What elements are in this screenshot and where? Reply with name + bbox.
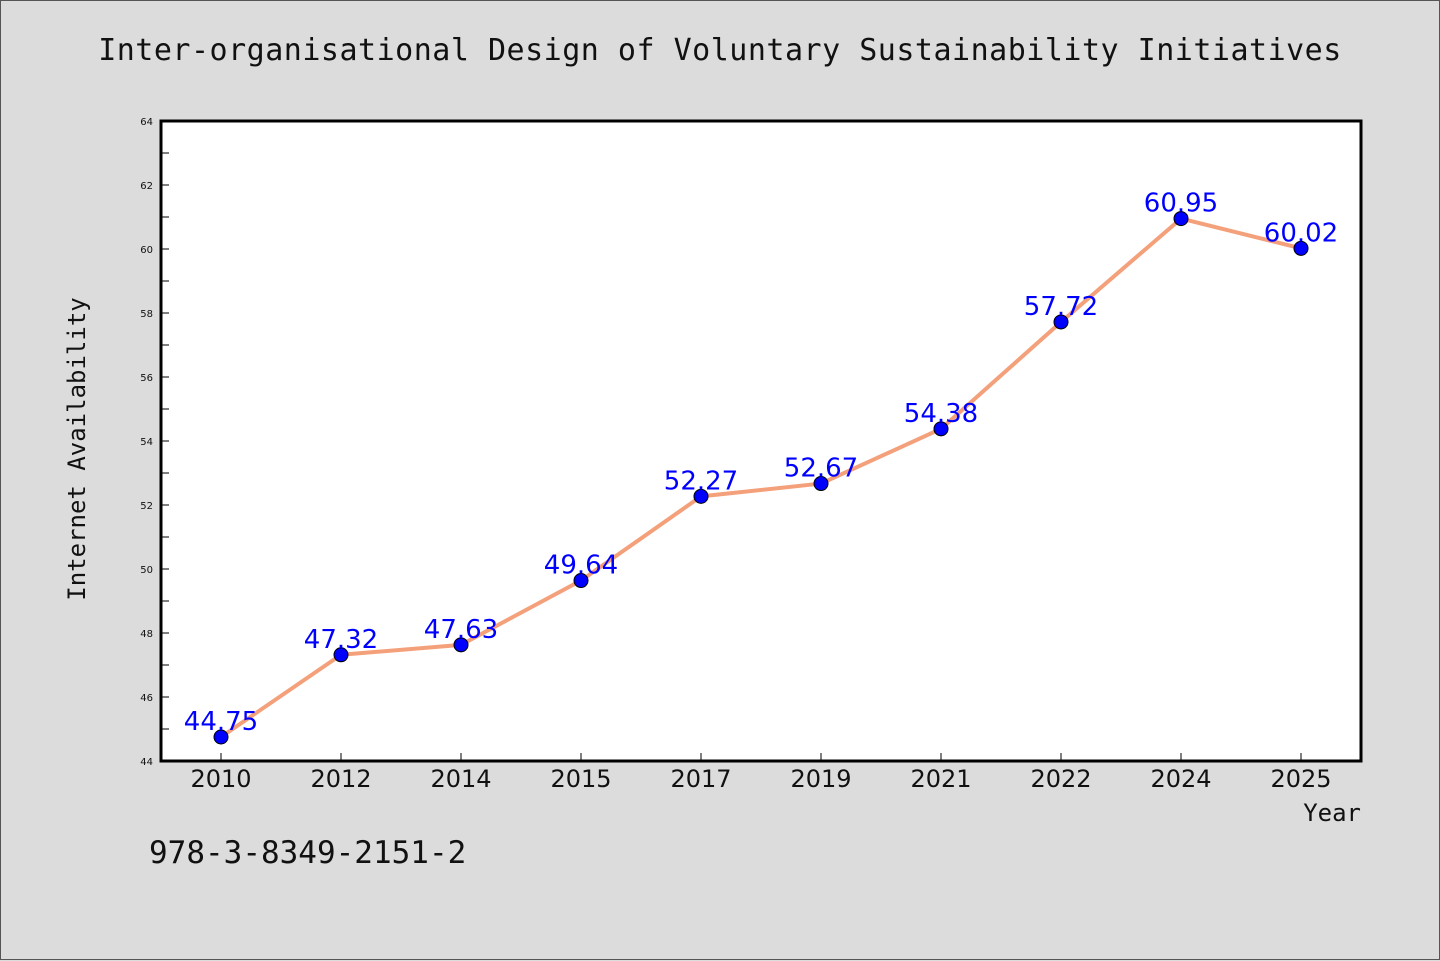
data-point [1173,211,1189,227]
chart-title: Inter-organisational Design of Voluntary… [98,33,1342,68]
x-tick-label: 2025 [1270,765,1331,793]
data-point [1293,240,1309,256]
data-label: 52.67 [784,454,858,484]
y-tick-label: 46 [140,693,153,704]
y-tick-label: 60 [140,245,153,256]
data-point [573,573,589,589]
x-tick-label: 2015 [550,765,611,793]
y-tick-label: 58 [140,309,153,320]
data-point [933,421,949,437]
data-label: 57.72 [1024,292,1098,322]
series-line [219,216,1302,739]
data-label: 60.02 [1264,218,1338,248]
x-axis-label: Year [1303,799,1361,827]
data-point [693,488,709,504]
data-label: 52.27 [664,466,738,496]
x-tick-label: 2017 [670,765,731,793]
data-point [333,647,349,663]
x-tick-label: 2024 [1150,765,1211,793]
data-label: 54.38 [904,399,978,429]
y-tick-label: 44 [140,757,153,768]
y-tick-label: 64 [140,117,153,128]
data-label: 44.75 [184,707,258,737]
data-point [1053,314,1069,330]
y-tick-label: 54 [140,437,153,448]
isbn-text: 978-3-8349-2151-2 [149,835,467,871]
data-label: 47.63 [424,615,498,645]
x-tick-label: 2014 [430,765,491,793]
y-tick-label: 52 [140,501,153,512]
y-tick-label: 62 [140,181,153,192]
x-tick-label: 2010 [190,765,251,793]
y-tick-label: 48 [140,629,153,640]
y-tick-label: 56 [140,373,153,384]
x-tick-label: 2021 [910,765,971,793]
data-point [453,637,469,653]
x-tick-label: 2022 [1030,765,1091,793]
x-tick-label: 2019 [790,765,851,793]
y-axis-label: Internet Availability [63,297,91,600]
x-tick-label: 2012 [310,765,371,793]
data-point [813,476,829,492]
data-label: 60.95 [1144,189,1218,219]
y-tick-label: 50 [140,565,153,576]
data-point [213,729,229,745]
data-label: 49.64 [544,551,618,581]
data-label: 47.32 [304,625,378,655]
